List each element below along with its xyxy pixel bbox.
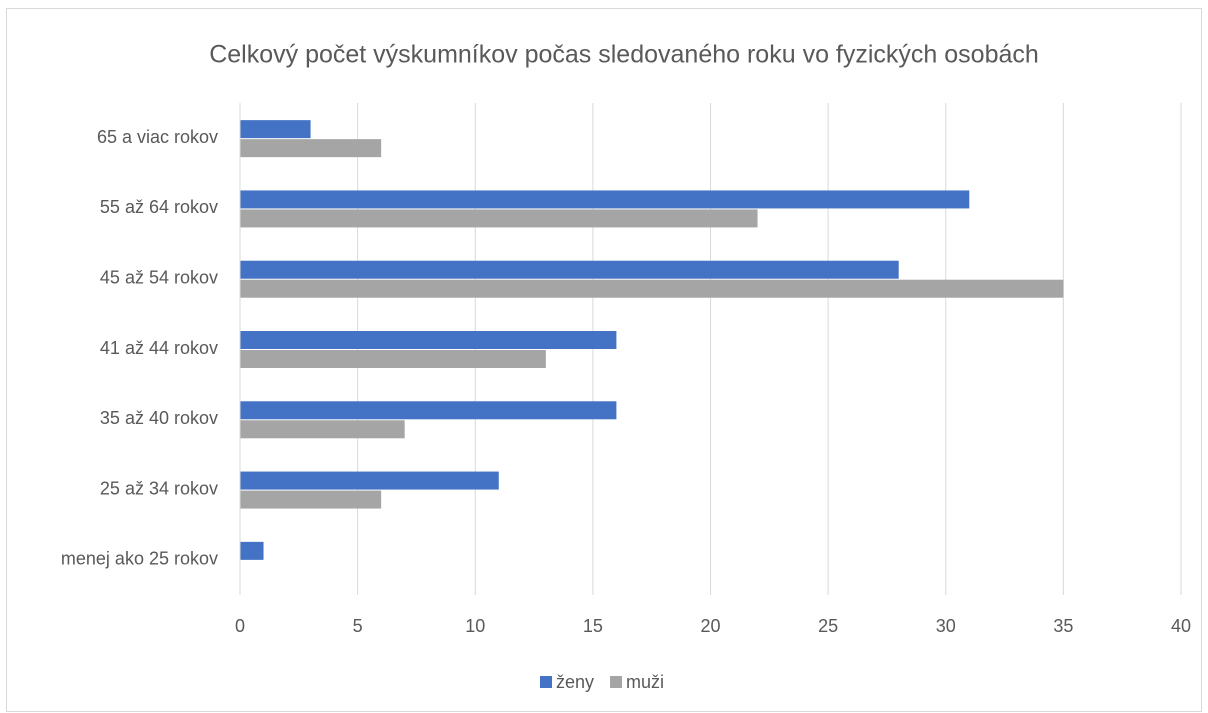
y-tick-label: 45 až 54 rokov	[100, 267, 218, 287]
chart-title: Celkový počet výskumníkov počas sledovan…	[209, 41, 1039, 69]
bar	[240, 401, 617, 420]
y-tick-label: 55 až 64 rokov	[100, 197, 218, 217]
bar	[240, 139, 382, 158]
x-tick-label: 30	[936, 616, 956, 636]
bar	[240, 120, 311, 139]
chart-border	[6, 8, 1202, 712]
bar	[240, 490, 382, 509]
legend-swatch	[540, 676, 552, 688]
bar	[240, 190, 970, 209]
y-tick-label: 25 až 34 rokov	[100, 478, 218, 498]
bar	[240, 260, 899, 279]
x-tick-label: 5	[353, 616, 363, 636]
bar	[240, 279, 1064, 298]
legend-label: muži	[626, 672, 664, 692]
bar	[240, 331, 617, 349]
x-tick-label: 40	[1171, 616, 1191, 636]
x-tick-label: 10	[465, 616, 485, 636]
x-tick-label: 0	[235, 616, 245, 636]
legend-label: ženy	[556, 672, 594, 692]
bar	[240, 350, 546, 368]
bar	[240, 471, 499, 490]
y-tick-label: 35 až 40 rokov	[100, 408, 218, 428]
bar	[240, 420, 405, 439]
x-tick-label: 20	[700, 616, 720, 636]
legend-swatch	[610, 676, 623, 688]
y-tick-label: 41 až 44 rokov	[100, 338, 218, 358]
y-tick-label: menej ako 25 rokov	[61, 549, 218, 569]
bar	[240, 209, 758, 228]
x-tick-label: 35	[1053, 616, 1073, 636]
x-tick-label: 25	[818, 616, 838, 636]
x-tick-label: 15	[583, 616, 603, 636]
y-tick-label: 65 a viac rokov	[97, 127, 218, 147]
bar	[240, 541, 264, 560]
